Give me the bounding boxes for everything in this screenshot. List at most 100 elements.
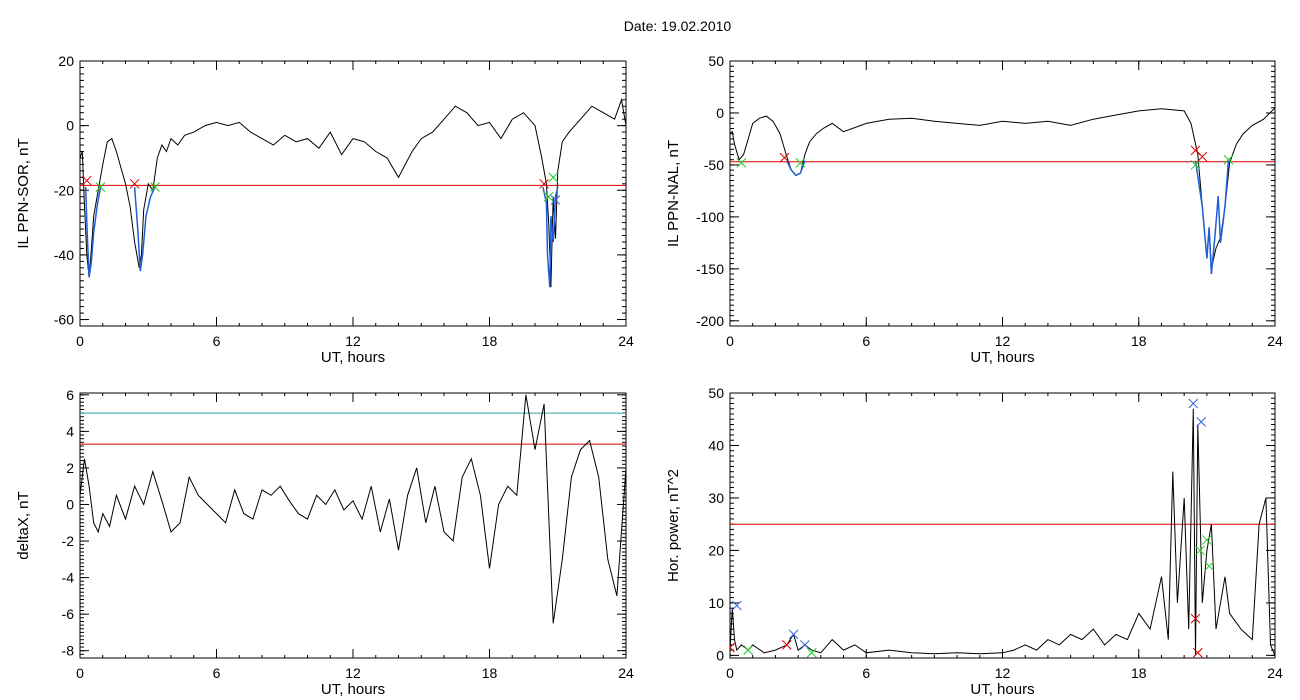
y-tick-label: 50 <box>708 53 724 69</box>
x-tick-label: 12 <box>995 665 1011 681</box>
x-tick-label: 18 <box>482 665 498 681</box>
trace-line <box>80 394 626 624</box>
y-tick-label: -100 <box>696 209 724 225</box>
y-tick-label: -20 <box>54 182 74 198</box>
event-marker <box>779 152 790 163</box>
y-axis-label: deltaX, nT <box>15 491 32 559</box>
y-tick-label: -200 <box>696 313 724 329</box>
x-tick-label: 6 <box>862 333 870 349</box>
event-marker <box>1190 613 1201 624</box>
plot-frame <box>79 392 627 659</box>
y-tick-label: 20 <box>58 53 74 69</box>
trace-line <box>730 408 1275 656</box>
y-axis-label: IL PPN-NAL, nT <box>665 140 682 247</box>
x-tick-label: 0 <box>76 665 84 681</box>
y-tick-label: 50 <box>708 385 724 401</box>
y-tick-label: -8 <box>62 643 75 659</box>
trace-line <box>80 97 626 288</box>
y-tick-label: -50 <box>704 157 724 173</box>
event-marker <box>788 629 799 640</box>
plot-area <box>730 107 1275 275</box>
plot-area <box>730 398 1275 658</box>
event-marker <box>1204 561 1214 572</box>
x-tick-label: 18 <box>1131 333 1147 349</box>
y-tick-label: -60 <box>54 312 74 328</box>
y-tick-label: 40 <box>708 437 724 453</box>
event-marker <box>1195 545 1205 556</box>
event-marker <box>730 642 735 653</box>
event-marker <box>543 191 554 202</box>
plot-frame <box>729 60 1276 327</box>
event-marker <box>539 178 549 189</box>
event-marker <box>1196 417 1207 427</box>
y-tick-label: 30 <box>708 490 724 506</box>
x-tick-label: 6 <box>213 665 221 681</box>
page-title: Date: 19.02.2010 <box>623 18 732 34</box>
y-tick-label: 6 <box>66 387 74 403</box>
event-marker <box>550 195 561 205</box>
y-tick-label: 20 <box>708 542 724 558</box>
y-tick-label: -6 <box>62 606 75 622</box>
x-tick-label: 24 <box>618 665 634 681</box>
plot-area <box>80 97 626 288</box>
event-marker <box>1197 151 1208 162</box>
x-tick-label: 18 <box>482 333 498 349</box>
x-tick-label: 12 <box>995 333 1011 349</box>
x-axis-label: UT, hours <box>321 349 385 366</box>
x-tick-label: 12 <box>345 333 361 349</box>
x-tick-label: 24 <box>1267 333 1283 349</box>
event-marker <box>150 182 160 192</box>
y-tick-label: 0 <box>716 105 724 121</box>
y-axis-label: Hor. power, nT^2 <box>665 469 682 582</box>
trace-line <box>730 107 1275 269</box>
y-tick-label: -2 <box>62 533 75 549</box>
event-segment <box>542 186 559 288</box>
event-marker <box>800 640 810 650</box>
x-axis-label: UT, hours <box>970 681 1034 698</box>
event-marker <box>806 647 817 658</box>
y-tick-label: 0 <box>66 118 74 134</box>
y-tick-label: 0 <box>66 496 74 512</box>
y-tick-label: 0 <box>716 647 724 663</box>
event-marker <box>1202 535 1212 545</box>
x-tick-label: 18 <box>1131 665 1147 681</box>
x-tick-label: 6 <box>213 333 221 349</box>
plot-area <box>80 394 626 624</box>
y-tick-label: -150 <box>696 261 724 277</box>
x-tick-label: 0 <box>726 665 734 681</box>
y-tick-label: 10 <box>708 595 724 611</box>
x-tick-label: 6 <box>862 665 870 681</box>
event-marker <box>81 175 92 186</box>
event-marker <box>781 640 792 650</box>
event-marker <box>743 645 754 655</box>
event-marker <box>736 157 747 168</box>
event-segment <box>1194 160 1230 275</box>
x-tick-label: 12 <box>345 665 361 681</box>
y-tick-label: 2 <box>66 460 74 476</box>
y-tick-label: -4 <box>62 570 75 586</box>
event-marker <box>548 172 559 183</box>
y-tick-label: -40 <box>54 247 74 263</box>
event-marker <box>1192 647 1203 658</box>
event-marker <box>129 178 140 189</box>
plot-hor-power: 0 6 12 18 24 0 10 20 30 40 50 UT, hours Hor. power, … <box>665 385 1283 698</box>
x-tick-label: 24 <box>618 333 634 349</box>
event-segment <box>133 186 156 272</box>
event-marker <box>1223 154 1234 165</box>
event-segment <box>84 186 102 278</box>
y-tick-label: 4 <box>66 423 74 439</box>
plot-il-ppn-nal: 0 6 12 18 24 -200 -150 -100 -50 0 50 UT, hours IL PP… <box>665 53 1283 366</box>
x-tick-label: 0 <box>76 333 84 349</box>
event-marker <box>1188 398 1199 409</box>
event-marker <box>95 182 106 192</box>
event-marker <box>731 600 742 611</box>
x-tick-label: 0 <box>726 333 734 349</box>
event-marker <box>795 157 806 168</box>
x-tick-label: 24 <box>1267 665 1283 681</box>
event-marker <box>1190 160 1201 170</box>
x-axis-label: UT, hours <box>970 349 1034 366</box>
plot-il-ppn-sor: 0 6 12 18 24 -60 -40 -20 0 20 UT, hours IL PPN-SOR,… <box>15 53 634 366</box>
x-axis-label: UT, hours <box>321 681 385 698</box>
